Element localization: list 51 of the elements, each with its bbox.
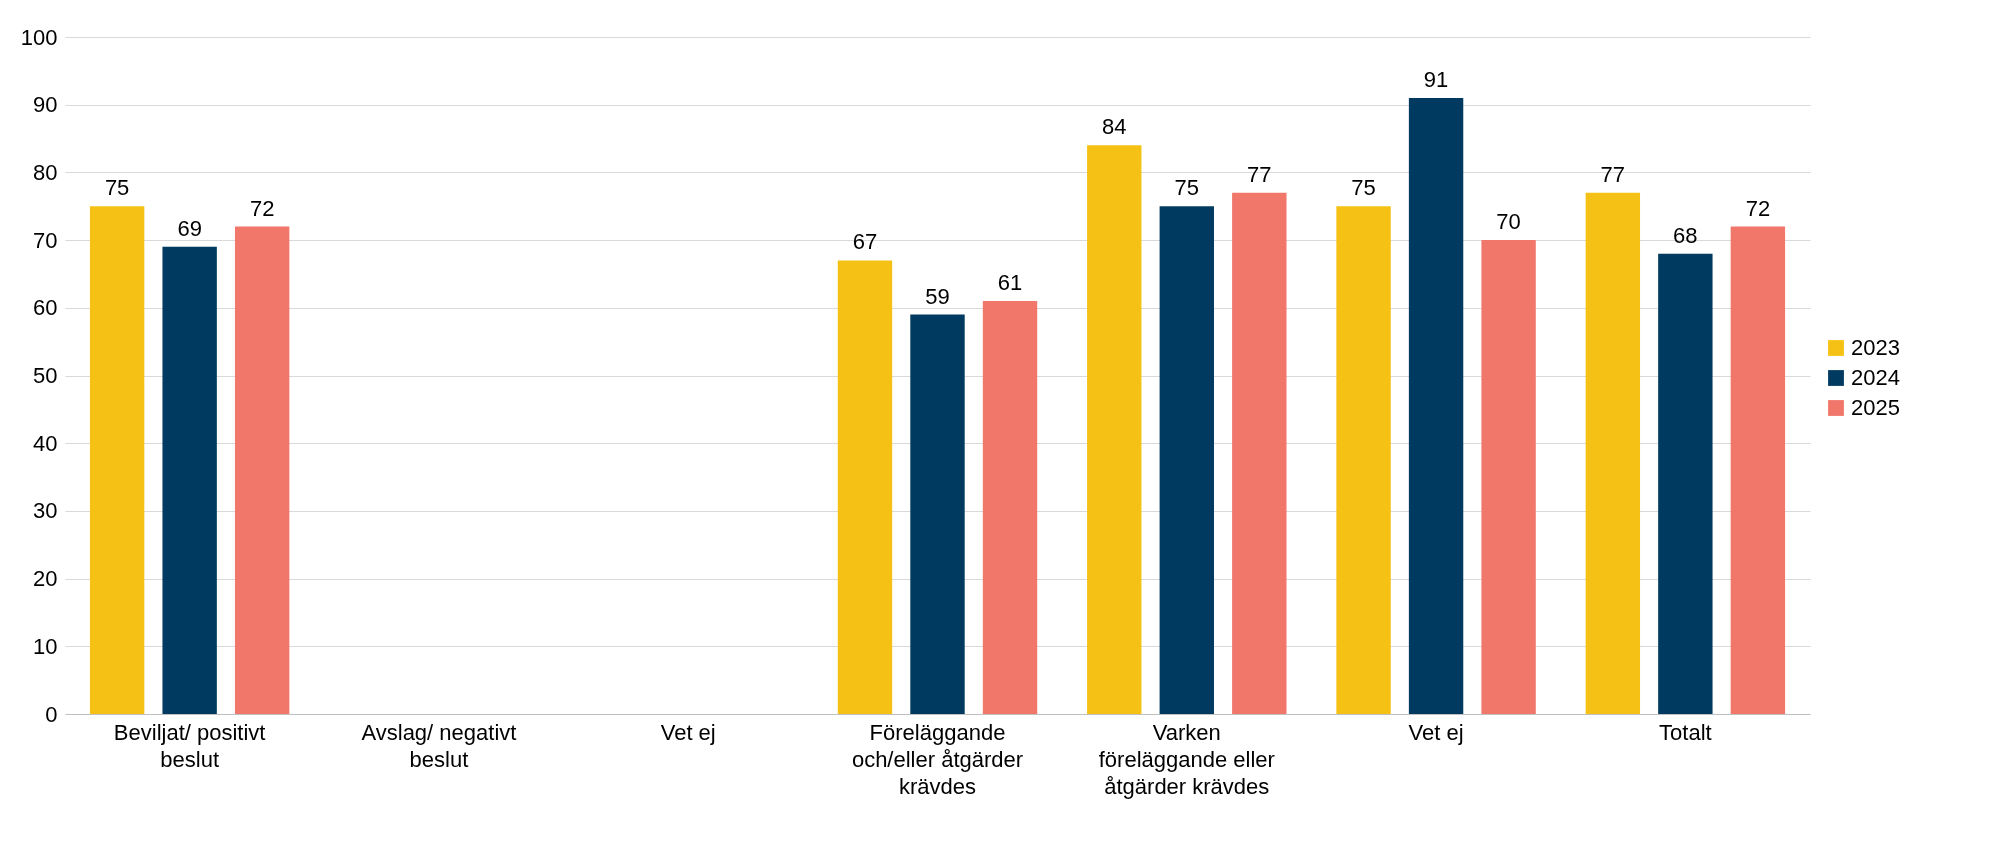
data-label: 61 (997, 270, 1023, 296)
bar (1087, 145, 1142, 714)
x-tick-label: Varken föreläggande eller åtgärder krävdes (1098, 719, 1275, 799)
legend-label: 2025 (1851, 395, 1900, 420)
y-tick-label: 50 (33, 363, 58, 388)
data-label: 75 (1174, 175, 1200, 201)
data-label: 72 (1745, 195, 1771, 221)
y-tick-label: 0 (45, 701, 58, 727)
data-label: 75 (104, 175, 130, 201)
x-tick-label: Beviljat/ positivt beslut (113, 719, 266, 772)
bar (162, 246, 217, 714)
legend-label: 2023 (1851, 335, 1900, 360)
y-tick-label: 10 (33, 633, 58, 659)
bar (1408, 97, 1464, 714)
y-tick-label: 40 (33, 430, 58, 456)
data-label: 67 (852, 229, 878, 255)
bar (982, 301, 1038, 714)
y-tick-label: 90 (33, 92, 58, 118)
legend-label: 2024 (1851, 365, 1900, 390)
x-tick-label: Vet ej (1408, 719, 1464, 745)
x-tick-label: Vet ej (660, 719, 716, 745)
bar (1159, 206, 1214, 714)
bar (234, 226, 290, 714)
y-tick-label: 20 (33, 566, 58, 592)
data-label: 91 (1423, 66, 1449, 92)
bar (1232, 192, 1287, 714)
data-label: 77 (1247, 161, 1272, 187)
bar (1730, 226, 1786, 714)
x-tick-label: Avslag/ negativt beslut (361, 719, 517, 772)
bar (1658, 253, 1713, 714)
data-label: 77 (1600, 161, 1626, 187)
bar (89, 206, 145, 714)
bar (1585, 192, 1641, 714)
y-tick-label: 80 (33, 159, 58, 185)
bar (837, 260, 893, 714)
y-tick-label: 60 (33, 295, 58, 321)
bar (1336, 206, 1391, 714)
data-label: 75 (1351, 175, 1376, 201)
data-label: 59 (925, 283, 950, 309)
y-tick-label: 100 (20, 24, 58, 50)
data-label: 68 (1673, 222, 1698, 248)
data-label: 70 (1496, 209, 1521, 235)
x-tick-label: Föreläggande och/eller åtgärder krävdes (851, 719, 1024, 799)
data-label: 72 (249, 195, 275, 221)
y-tick-label: 30 (33, 498, 58, 524)
bar (910, 314, 965, 714)
data-label: 69 (177, 215, 202, 241)
data-label: 84 (1102, 114, 1127, 140)
bar (1481, 240, 1536, 714)
y-tick-label: 70 (33, 227, 58, 253)
x-tick-label: Totalt (1659, 719, 1712, 745)
